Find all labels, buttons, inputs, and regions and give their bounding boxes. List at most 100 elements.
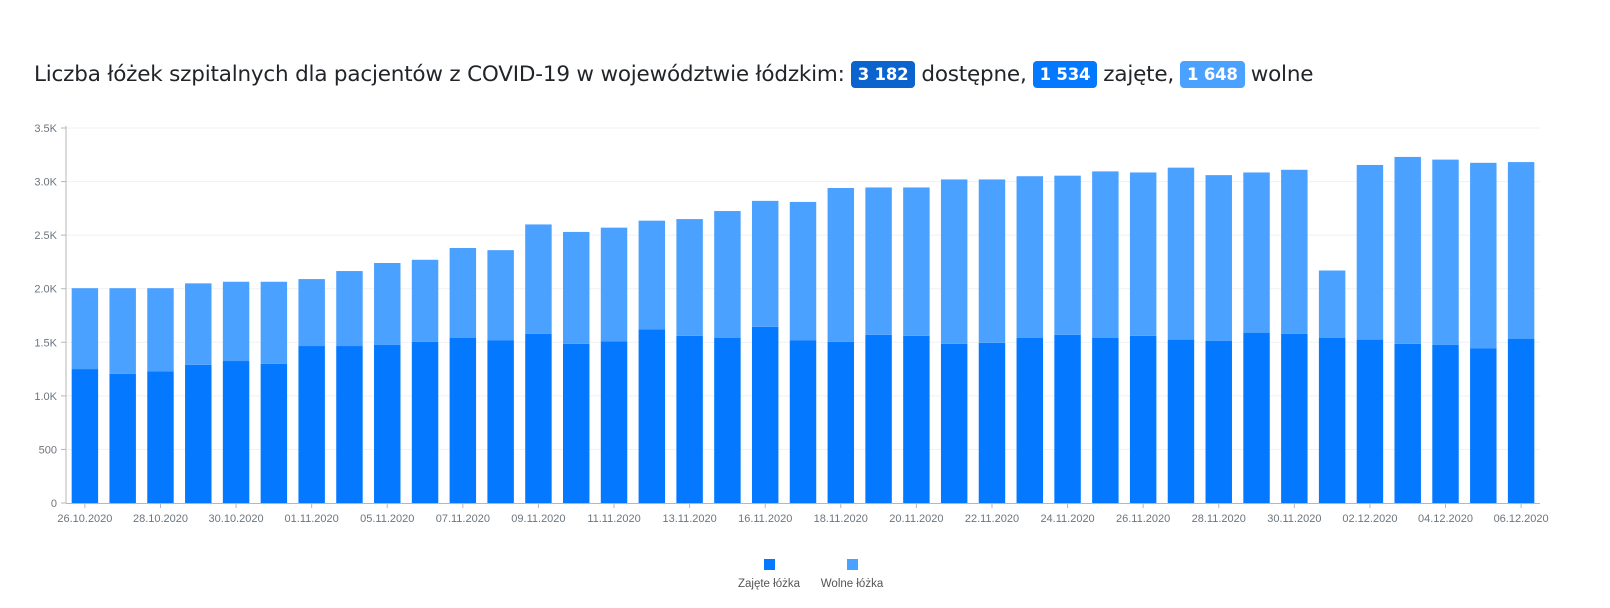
bar-free[interactable] <box>714 211 741 338</box>
bar-free[interactable] <box>978 179 1006 343</box>
bar-free[interactable] <box>827 188 855 342</box>
bar-free[interactable] <box>940 179 968 344</box>
x-tick-label: 20.11.2020 <box>889 513 943 525</box>
bar-occupied[interactable] <box>714 338 741 503</box>
bars <box>71 156 1535 503</box>
bar-occupied[interactable] <box>147 371 174 503</box>
x-tick-label: 11.11.2020 <box>587 513 640 525</box>
bar-free[interactable] <box>903 187 930 336</box>
x-tick-label: 28.10.2020 <box>133 513 188 525</box>
bar-free[interactable] <box>411 259 439 342</box>
bar-free[interactable] <box>71 288 99 370</box>
bar-occupied[interactable] <box>260 363 288 503</box>
bar-free[interactable] <box>1432 159 1459 345</box>
bar-occupied[interactable] <box>940 343 968 503</box>
bar-free[interactable] <box>1318 270 1346 339</box>
bar-free[interactable] <box>222 281 250 362</box>
bar-occupied[interactable] <box>1243 332 1270 503</box>
free-label: wolne <box>1250 61 1314 87</box>
x-tick-label: 18.11.2020 <box>814 513 868 525</box>
bar-free[interactable] <box>676 219 703 336</box>
bar-occupied[interactable] <box>1356 339 1384 503</box>
bar-free[interactable] <box>600 227 628 342</box>
bar-occupied[interactable] <box>1507 338 1535 503</box>
bar-free[interactable] <box>1243 172 1270 333</box>
y-tick-label: 0 <box>51 498 57 510</box>
bar-free[interactable] <box>525 224 552 334</box>
legend-swatch <box>764 559 775 570</box>
bar-occupied[interactable] <box>978 342 1006 503</box>
bar-free[interactable] <box>1281 169 1308 334</box>
bar-occupied[interactable] <box>676 335 703 503</box>
bar-occupied[interactable] <box>1054 334 1081 503</box>
bar-occupied[interactable] <box>1281 333 1308 503</box>
bar-free[interactable] <box>1167 167 1195 340</box>
y-tick-label: 1.5K <box>34 337 57 349</box>
bar-free[interactable] <box>185 283 212 365</box>
bar-occupied[interactable] <box>411 341 439 503</box>
bar-occupied[interactable] <box>336 346 363 503</box>
bar-free[interactable] <box>638 220 666 330</box>
bar-free[interactable] <box>147 288 174 372</box>
bar-occupied[interactable] <box>600 341 628 503</box>
bar-free[interactable] <box>374 263 401 345</box>
bar-free[interactable] <box>109 288 136 374</box>
bar-occupied[interactable] <box>1318 338 1346 503</box>
bar-occupied[interactable] <box>449 338 477 503</box>
legend-item[interactable]: Wolne łóżka <box>821 559 884 590</box>
bar-occupied[interactable] <box>109 373 136 503</box>
free-badge: 1 648 <box>1180 60 1245 88</box>
x-tick-label: 06.12.2020 <box>1494 513 1549 525</box>
bar-occupied[interactable] <box>374 344 401 503</box>
bar-occupied[interactable] <box>1092 338 1119 503</box>
bar-occupied[interactable] <box>525 333 552 503</box>
bar-occupied[interactable] <box>903 335 930 503</box>
available-badge: 3 182 <box>850 60 916 88</box>
bar-occupied[interactable] <box>1016 338 1043 503</box>
bar-occupied[interactable] <box>1432 344 1459 503</box>
bar-free[interactable] <box>563 231 590 344</box>
x-tick-label: 30.10.2020 <box>209 513 264 525</box>
bar-free[interactable] <box>1356 164 1384 340</box>
legend-item[interactable]: Zajęte łóżka <box>738 559 801 590</box>
bar-free[interactable] <box>1092 171 1119 338</box>
bar-occupied[interactable] <box>1167 339 1195 503</box>
bar-free[interactable] <box>487 250 514 341</box>
bar-occupied[interactable] <box>638 329 666 503</box>
x-tick-label: 09.11.2020 <box>511 513 565 525</box>
x-tick-label: 01.11.2020 <box>285 513 339 525</box>
bar-occupied[interactable] <box>563 343 590 503</box>
bar-occupied[interactable] <box>1470 348 1497 503</box>
y-tick-label: 2.0K <box>34 284 57 296</box>
bar-free[interactable] <box>751 200 779 327</box>
bar-free[interactable] <box>298 279 325 347</box>
bar-occupied[interactable] <box>298 346 325 503</box>
bar-free[interactable] <box>449 248 477 338</box>
bar-occupied[interactable] <box>751 326 779 503</box>
x-tick-label: 28.11.2020 <box>1192 513 1246 525</box>
bar-occupied[interactable] <box>789 340 817 503</box>
bar-occupied[interactable] <box>487 340 514 503</box>
x-tick-label: 05.11.2020 <box>360 513 414 525</box>
bar-occupied[interactable] <box>185 364 212 503</box>
bar-free[interactable] <box>1394 156 1421 344</box>
bar-occupied[interactable] <box>1129 335 1157 503</box>
bar-occupied[interactable] <box>1205 340 1232 503</box>
bar-free[interactable] <box>865 187 892 335</box>
bar-free[interactable] <box>260 281 288 364</box>
bar-free[interactable] <box>1054 175 1081 335</box>
bar-free[interactable] <box>1016 176 1043 338</box>
bar-free[interactable] <box>789 201 817 341</box>
bar-free[interactable] <box>1129 172 1157 336</box>
bar-free[interactable] <box>1507 162 1535 339</box>
bar-occupied[interactable] <box>222 361 250 503</box>
bar-free[interactable] <box>336 271 363 347</box>
bar-free[interactable] <box>1205 175 1232 341</box>
bar-occupied[interactable] <box>865 334 892 503</box>
bar-occupied[interactable] <box>71 369 99 503</box>
title-prefix: Liczba łóżek szpitalnych dla pacjentów z… <box>34 61 845 87</box>
bar-occupied[interactable] <box>827 341 855 503</box>
bar-occupied[interactable] <box>1394 343 1421 503</box>
x-tick-label: 30.11.2020 <box>1267 513 1321 525</box>
bar-free[interactable] <box>1470 162 1497 349</box>
